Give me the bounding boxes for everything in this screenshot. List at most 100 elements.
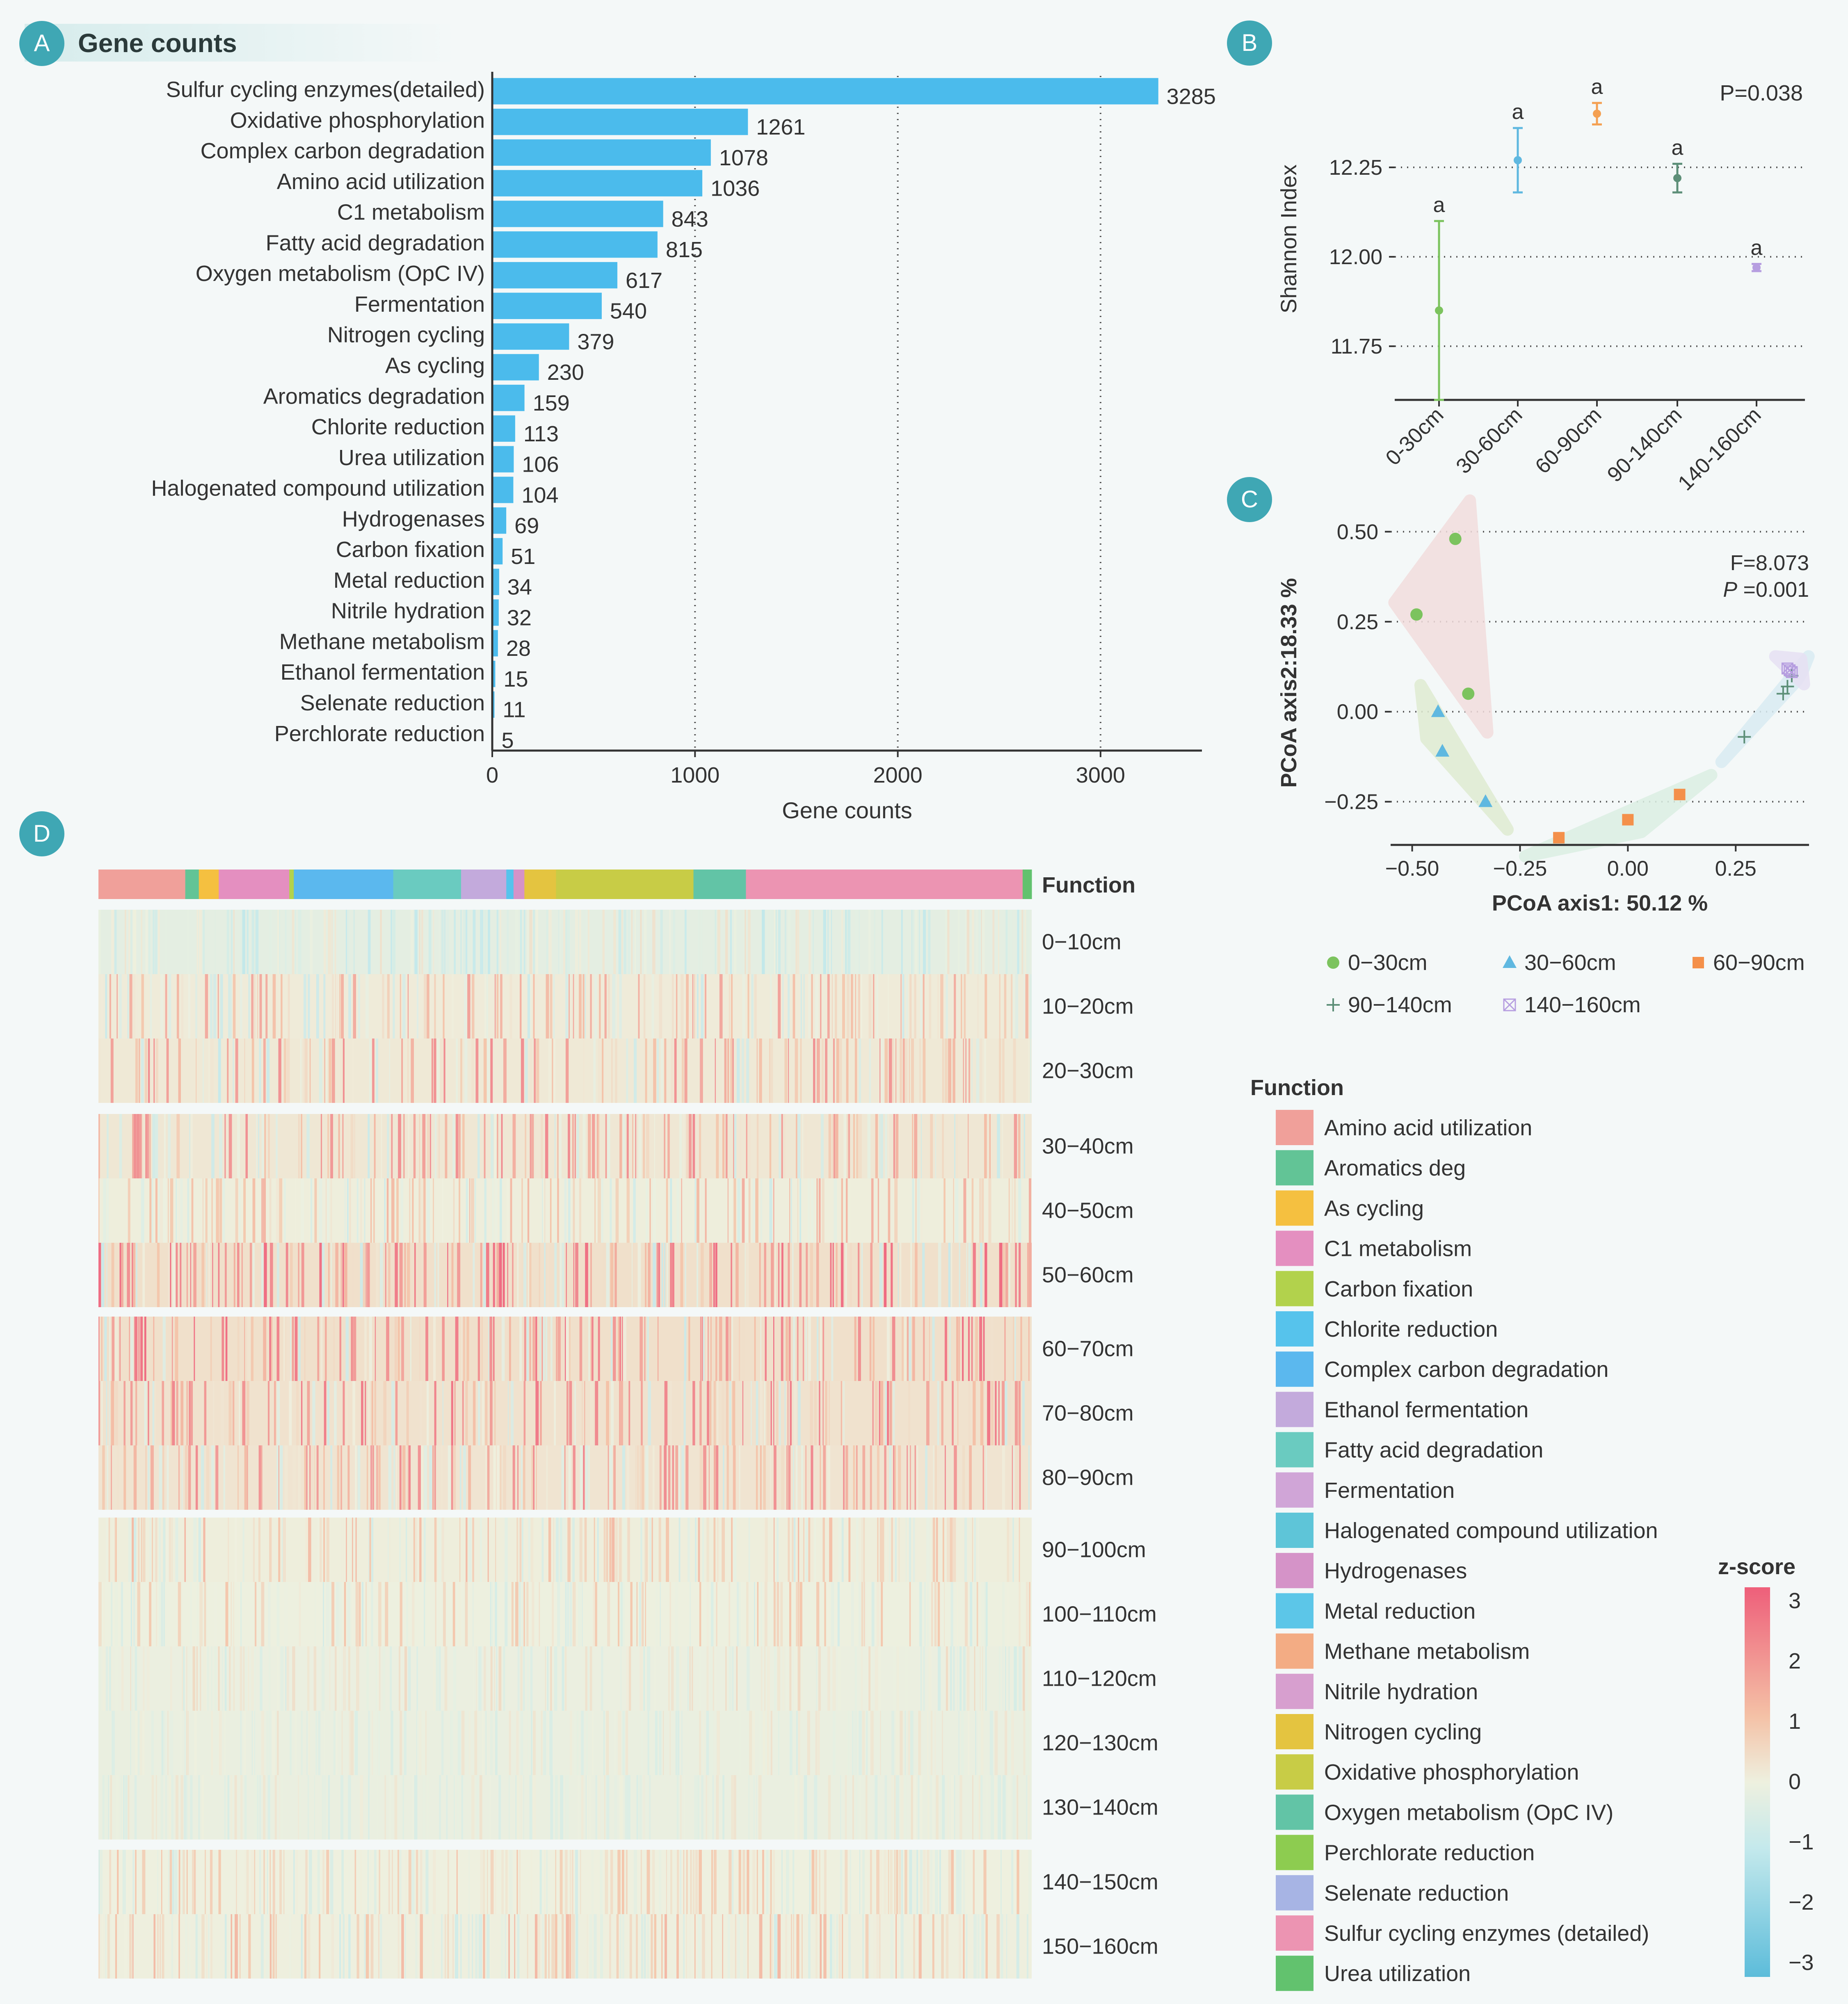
heatmap-cell [561,1445,564,1510]
heatmap-cell [859,1775,861,1840]
heatmap-cell [952,1381,954,1445]
heatmap-cell [135,1381,137,1445]
heatmap-cell [739,1114,742,1178]
heatmap-cell [170,1178,174,1243]
heatmap-cell [920,1775,923,1840]
heatmap-cell [710,1381,712,1445]
heatmap-cell [550,1646,552,1711]
heatmap-cell [361,1381,363,1445]
heatmap-cell [285,1646,287,1711]
heatmap-cell [789,1646,792,1711]
heatmap-cell [194,1711,197,1775]
heatmap-cell [644,910,647,974]
heatmap-cell [207,1646,209,1711]
heatmap-cell [401,1914,404,1979]
heatmap-cell [592,1711,594,1775]
heatmap-cell [920,1646,922,1711]
heatmap-cell [516,1518,519,1582]
heatmap-cell [226,910,229,974]
heatmap-cell [162,1317,166,1381]
heatmap-cell [523,1445,525,1510]
heatmap-row-label-10-20cm: 10−20cm [1042,994,1134,1019]
heatmap-cell [418,1178,421,1243]
heatmap-cell [632,1114,633,1178]
heatmap-cell [1028,1646,1031,1711]
heatmap-cell [299,1775,301,1840]
heatmap-cell [979,1317,982,1381]
heatmap-cell [206,1243,208,1307]
heatmap-cell [554,1381,556,1445]
heatmap-cell [224,1646,227,1711]
heatmap-cell [963,1850,965,1914]
heatmap-cell [838,1914,841,1979]
heatmap-cell [722,1114,725,1178]
heatmap-cell [370,1445,372,1510]
heatmap-cell [550,1775,553,1840]
bar-methane-metabolism [492,630,498,657]
heatmap-cell [339,1914,341,1979]
x-tick-label: 0.00 [1607,857,1649,881]
heatmap-cell [684,1039,688,1103]
heatmap-cell [168,1243,170,1307]
heatmap-cell [868,910,871,974]
heatmap-cell [530,1114,532,1178]
zscore-tick-label: −2 [1789,1890,1814,1915]
heatmap-cell [126,1850,128,1914]
heatmap-cell [131,1243,133,1307]
heatmap-cell [870,1243,873,1307]
heatmap-cell [421,1445,424,1510]
heatmap-cell [309,1850,312,1914]
heatmap-cell [281,974,283,1039]
heatmap-cell [166,1518,169,1582]
heatmap-cell [948,1243,951,1307]
heatmap-cell [482,1711,484,1775]
heatmap-cell [228,1914,230,1979]
heatmap-cell [307,1775,309,1840]
heatmap-cell [715,1317,717,1381]
heatmap-cell [778,1711,779,1775]
heatmap-cell [141,1518,142,1582]
heatmap-cell [269,1646,271,1711]
heatmap-cell [706,974,709,1039]
heatmap-cell [825,1914,827,1979]
heatmap-cell [341,1518,344,1582]
heatmap-cell [562,1646,564,1711]
heatmap-cell [304,1317,306,1381]
heatmap-cell [201,1775,204,1840]
heatmap-cell [322,1243,325,1307]
heatmap-cell [633,1850,637,1914]
heatmap-cell [913,1914,915,1979]
heatmap-cell [577,1711,579,1775]
bar-oxidative-phosphorylation [492,109,748,135]
heatmap-cell [414,910,418,974]
bar-sulfur-cycling-enzymes-detailed [492,78,1158,105]
heatmap-cell [235,1914,238,1979]
heatmap-cell [151,1178,153,1243]
heatmap-cell [957,1646,959,1711]
legend-label-hydrogenases: Hydrogenases [1324,1559,1467,1583]
heatmap-cell [953,1646,955,1711]
heatmap-cell [851,1582,854,1646]
heatmap-cell [543,1317,545,1381]
heatmap-cell [571,1914,575,1979]
heatmap-cell [640,1711,643,1775]
heatmap-cell [856,1445,858,1510]
heatmap-cell [982,1445,984,1510]
heatmap-cell [755,1178,758,1243]
legend-marker-0-30cm [1327,956,1339,969]
heatmap-cell [646,1114,649,1178]
heatmap-cell [427,974,429,1039]
heatmap-cell [219,1178,222,1243]
heatmap-cell [879,1646,881,1711]
heatmap-cell [964,1582,968,1646]
heatmap-cell [992,910,995,974]
heatmap-cell [875,1646,878,1711]
heatmap-cell [664,1381,668,1445]
heatmap-cell [331,1914,334,1979]
heatmap-cell [134,1775,137,1840]
heatmap-cell [382,1711,384,1775]
heatmap-cell [336,1646,339,1711]
heatmap-cell [264,1114,266,1178]
heatmap-cell [304,974,306,1039]
heatmap-cell [635,1445,637,1510]
